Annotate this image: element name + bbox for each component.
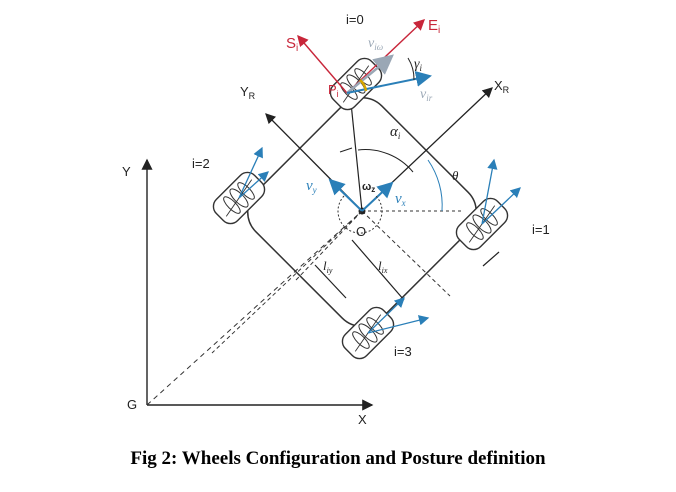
center-o-label: O [356,224,366,239]
global-y-label: Y [122,164,131,179]
wheel-1-motion-arrow [482,251,500,267]
v-iw-vector [346,54,394,94]
robot-y-axis-rear [361,210,451,297]
gamma-arc [359,79,368,92]
wheel-1: i=1 [451,158,550,267]
v-y-label: vy [306,178,317,195]
wheel-0: i=0 Ei Si Pi viω vir γi [286,12,440,115]
l-ix-arrow [351,239,405,301]
l-iy-dim [295,210,363,281]
omega-z-label: ωz [362,181,375,194]
v-y-vector [328,178,363,212]
alpha-label: αi [390,124,401,141]
e-i-label: Ei [428,17,440,36]
robot-y-label: YR [240,84,256,101]
global-x-label: X [358,412,367,427]
v-ir-label: vir [420,87,433,103]
robot-x-label: XR [494,78,510,95]
wheel-2: i=2 [192,146,270,229]
l-iy-arrow [314,264,347,299]
l-ix-label: lix [378,258,388,275]
robot-x-axis-rear [211,210,363,354]
theta-label: θ [452,168,459,183]
wheel-1-label: i=1 [532,222,550,237]
alpha-tick [339,147,353,153]
figure-caption: Fig 2: Wheels Configuration and Posture … [130,448,546,469]
v-x-label: vx [395,191,406,208]
wheel-configuration-diagram: Y X G XR YR O θ αi vx vy ωz liy lix [122,12,550,427]
gamma-i-label: γi [414,57,423,73]
global-frame: Y X G [122,158,374,427]
v-ir-vector [346,70,432,94]
position-dashed-line [146,210,363,406]
p-i-label: Pi [328,82,339,99]
wheel-0-position-line [346,91,363,212]
v-iw-label: viω [368,36,383,52]
wheel-3-label: i=3 [394,344,412,359]
s-i-label: Si [286,35,298,54]
robot-frame: XR YR O [211,78,510,354]
robot-body [246,96,478,328]
l-iy-label: liy [323,258,333,275]
alpha-arc [357,149,414,173]
gamma-i-arc [407,57,415,81]
theta-arc [427,159,443,212]
global-origin-label: G [127,397,137,412]
wheel-3: i=3 [337,297,430,364]
wheel-2-label: i=2 [192,156,210,171]
wheel-0-label: i=0 [346,12,364,27]
s-i-axis [297,34,348,94]
